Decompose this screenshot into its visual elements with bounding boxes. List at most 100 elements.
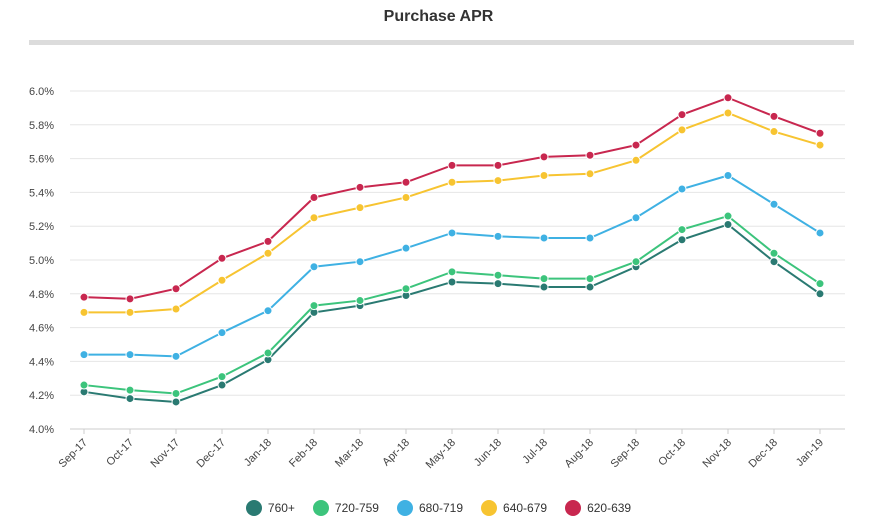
data-point[interactable] — [263, 348, 273, 358]
data-point[interactable] — [401, 177, 411, 187]
x-tick-label: Nov-17 — [149, 437, 183, 471]
legend-item[interactable]: 680-719 — [396, 500, 464, 516]
data-point[interactable] — [355, 296, 365, 306]
data-point[interactable] — [493, 231, 503, 241]
data-point[interactable] — [539, 171, 549, 180]
data-point[interactable] — [631, 213, 641, 223]
data-point[interactable] — [217, 372, 227, 382]
data-point[interactable] — [309, 301, 319, 311]
series-line — [83, 214, 821, 395]
data-point[interactable] — [585, 150, 595, 160]
series-line — [84, 174, 821, 358]
data-point[interactable] — [447, 277, 457, 287]
data-point[interactable] — [79, 307, 89, 317]
legend-label: 620-639 — [587, 501, 632, 515]
data-point[interactable] — [493, 160, 503, 170]
data-point[interactable] — [677, 235, 687, 245]
data-point[interactable] — [125, 350, 135, 360]
data-point[interactable] — [171, 397, 181, 407]
data-point[interactable] — [769, 127, 779, 137]
legend-item[interactable]: 640-679 — [481, 500, 547, 516]
data-point[interactable] — [631, 155, 641, 165]
y-tick-label: 5.6% — [29, 154, 54, 166]
data-point[interactable] — [585, 233, 595, 243]
data-point[interactable] — [171, 284, 181, 294]
data-point[interactable] — [493, 176, 503, 186]
data-point[interactable] — [125, 385, 135, 395]
data-point[interactable] — [815, 228, 825, 238]
data-point[interactable] — [309, 213, 319, 223]
data-point[interactable] — [355, 257, 365, 267]
x-tick-label: Jul-18 — [520, 437, 550, 467]
data-point[interactable] — [309, 262, 319, 272]
data-point[interactable] — [217, 328, 227, 338]
data-point[interactable] — [355, 203, 365, 213]
data-point[interactable] — [769, 257, 779, 267]
data-point[interactable] — [217, 253, 227, 263]
data-point[interactable] — [447, 177, 457, 187]
data-point[interactable] — [79, 292, 89, 302]
data-point[interactable] — [401, 192, 411, 202]
data-point[interactable] — [355, 182, 365, 192]
legend-item[interactable]: 760+ — [245, 500, 295, 516]
x-tick-label: Aug-18 — [563, 437, 597, 471]
data-point[interactable] — [677, 125, 687, 135]
data-point[interactable] — [585, 282, 595, 292]
data-point[interactable] — [815, 289, 825, 299]
data-point[interactable] — [217, 275, 227, 285]
data-point[interactable] — [171, 304, 181, 314]
data-point[interactable] — [493, 270, 503, 280]
data-point[interactable] — [263, 248, 273, 258]
data-point[interactable] — [539, 274, 549, 284]
data-point[interactable] — [769, 199, 779, 209]
data-point[interactable] — [263, 306, 273, 316]
y-tick-label: 4.2% — [29, 390, 54, 402]
data-point[interactable] — [723, 108, 733, 118]
data-point[interactable] — [125, 294, 135, 304]
data-point[interactable] — [539, 282, 549, 292]
data-point[interactable] — [631, 257, 641, 267]
x-axis-ticks: Sep-17 Oct-17 Nov-17 Dec-17 Jan-18 Feb-18 Mar-… — [57, 429, 826, 471]
data-point[interactable] — [539, 152, 549, 162]
y-axis-ticks: 4.0% 4.2% 4.4% 4.6% 4.8% 5.0% 5.2% 5.4% 5.6% 5.8%… — [29, 86, 54, 436]
data-point[interactable] — [539, 233, 549, 243]
data-point[interactable] — [769, 111, 779, 121]
data-point[interactable] — [769, 248, 779, 258]
data-point[interactable] — [447, 267, 457, 277]
data-point[interactable] — [815, 140, 825, 150]
data-point[interactable] — [585, 169, 595, 179]
data-point[interactable] — [677, 225, 687, 235]
legend-item[interactable]: 620-639 — [565, 500, 631, 516]
data-point[interactable] — [815, 128, 825, 138]
data-point[interactable] — [585, 274, 595, 284]
data-point[interactable] — [723, 211, 733, 221]
legend-label: 720-759 — [334, 501, 379, 515]
data-point[interactable] — [447, 160, 457, 170]
data-point[interactable] — [723, 171, 733, 180]
data-point[interactable] — [677, 110, 687, 120]
data-point[interactable] — [631, 140, 641, 150]
data-point[interactable] — [723, 93, 733, 103]
data-point[interactable] — [815, 279, 825, 289]
data-point[interactable] — [493, 279, 503, 289]
data-point[interactable] — [79, 350, 89, 360]
data-point[interactable] — [263, 236, 273, 246]
x-tick-label: Jun-18 — [472, 437, 504, 469]
y-tick-label: 5.0% — [29, 255, 54, 267]
data-point[interactable] — [171, 351, 181, 361]
legend-swatch — [481, 500, 498, 516]
data-point[interactable] — [125, 307, 135, 317]
data-point[interactable] — [79, 380, 89, 390]
data-point[interactable] — [171, 389, 181, 399]
data-point[interactable] — [217, 380, 227, 390]
legend-label: 680-719 — [418, 501, 464, 515]
data-point[interactable] — [401, 284, 411, 294]
data-point[interactable] — [677, 184, 687, 194]
series-line — [83, 223, 821, 403]
data-point[interactable] — [309, 192, 319, 202]
data-point[interactable] — [401, 243, 411, 253]
data-point[interactable] — [447, 228, 457, 238]
data-point[interactable] — [125, 394, 135, 404]
data-point[interactable] — [723, 220, 733, 230]
legend-item[interactable]: 720-759 — [312, 500, 379, 516]
